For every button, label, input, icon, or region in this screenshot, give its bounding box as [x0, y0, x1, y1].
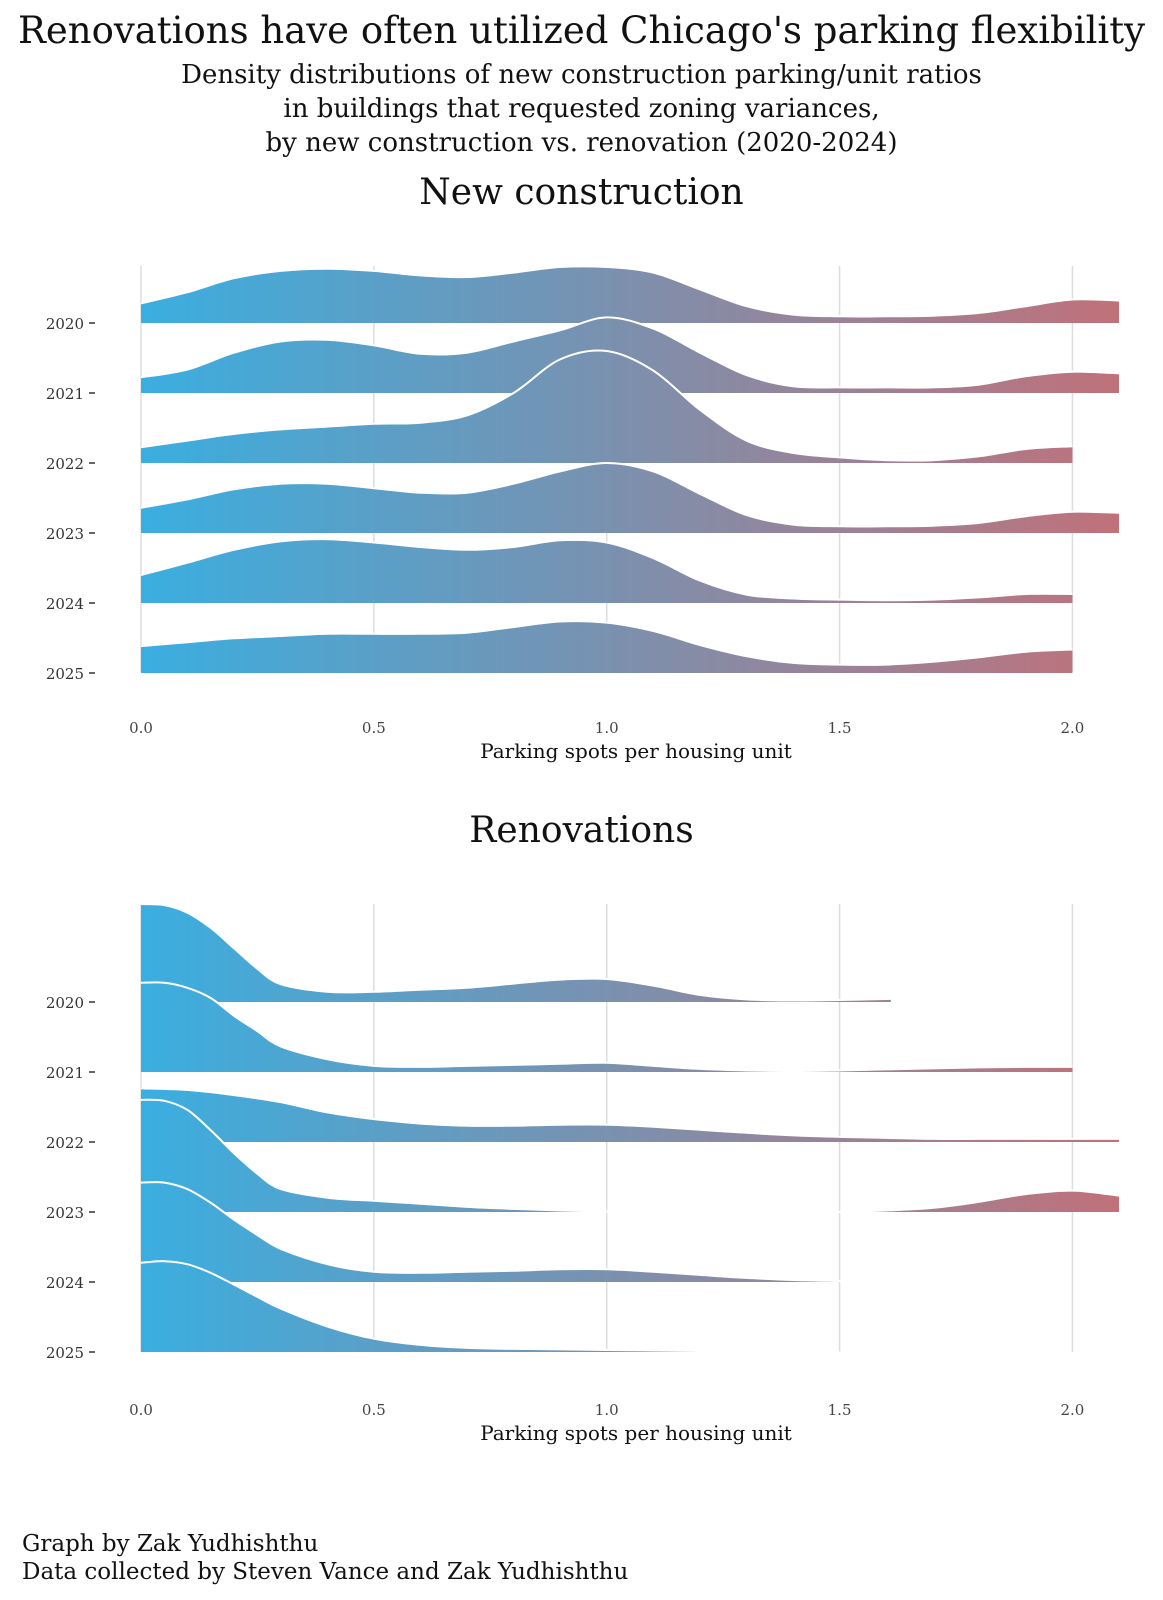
ridge-fill-2023 — [141, 463, 1119, 533]
ridge-outline-2022 — [140, 349, 1073, 462]
x-tick-label-1.0: 1.0 — [595, 719, 619, 737]
y-tick-label-2022: 2022 — [46, 1134, 84, 1152]
ridge-2021 — [140, 316, 1120, 393]
ridge-2025 — [140, 1260, 840, 1353]
x-tick-label-0.0: 0.0 — [129, 719, 153, 737]
ridge-2022 — [140, 1087, 1119, 1142]
x-axis-label: Parking spots per housing unit — [480, 1421, 792, 1445]
ridge-outline-2023 — [140, 1098, 1120, 1214]
subtitle-line-1: Density distributions of new constructio… — [181, 60, 982, 90]
x-tick-label-0.5: 0.5 — [362, 1401, 386, 1419]
ridge-2023 — [140, 1098, 1120, 1214]
chart-subtitle: Density distributions of new constructio… — [0, 58, 1163, 160]
ridge-outline-2021 — [140, 316, 1120, 389]
y-tick-label-2020: 2020 — [46, 994, 84, 1012]
y-tick-label-2022: 2022 — [46, 455, 84, 473]
ridge-outline-2020 — [140, 903, 891, 1002]
ridge-outline-2024 — [140, 1181, 919, 1283]
ridge-2023 — [140, 461, 1120, 533]
ridge-fill-2024 — [141, 539, 1073, 603]
ridge-2020 — [140, 903, 891, 1002]
x-tick-label-0.5: 0.5 — [362, 719, 386, 737]
ridge-fill-2024 — [141, 1182, 919, 1282]
x-tick-label-1.5: 1.5 — [828, 719, 852, 737]
ridge-outline-2022 — [140, 1087, 1119, 1140]
chart-title: Renovations have often utilized Chicago'… — [17, 9, 1146, 52]
y-tick-label-2025: 2025 — [46, 665, 84, 683]
ridge-2024 — [140, 538, 1073, 603]
ridge-2020 — [140, 265, 1120, 323]
panel-title-renovations: Renovations — [469, 810, 694, 851]
x-tick-label-2.0: 2.0 — [1060, 1401, 1084, 1419]
y-tick-label-2021: 2021 — [46, 1064, 84, 1082]
panel-title-new-construction: New construction — [419, 172, 744, 213]
caption-data-source: Data collected by Steven Vance and Zak Y… — [22, 1559, 629, 1585]
x-tick-label-1.0: 1.0 — [595, 1401, 619, 1419]
renovations-ridgeline-chart: 0.0 0.5 1.0 1.5 2.0 Parking spots per housing… — [46, 903, 1120, 1445]
ridge-fill-2023 — [141, 1099, 1119, 1213]
subtitle-line-2: in buildings that requested zoning varia… — [283, 94, 880, 124]
ridge-outline-2025 — [140, 1260, 840, 1353]
ridge-2025 — [140, 620, 1073, 673]
y-tick-label-2025: 2025 — [46, 1344, 84, 1362]
ridge-outline-2025 — [140, 620, 1073, 666]
ridge-fill-2025 — [141, 1261, 840, 1352]
y-tick-label-2024: 2024 — [46, 1274, 84, 1292]
y-tick-label-2020: 2020 — [46, 315, 84, 333]
y-tick-label-2023: 2023 — [46, 1204, 84, 1222]
new-construction-ridgeline-chart: 0.0 0.5 1.0 1.5 2.0 Parking spots per housing… — [46, 265, 1120, 763]
ridge-fill-2021 — [141, 317, 1119, 393]
y-tick-label-2023: 2023 — [46, 525, 84, 543]
ridge-fill-2022 — [141, 1088, 1119, 1142]
ridge-2022 — [140, 349, 1073, 463]
x-tick-label-1.5: 1.5 — [828, 1401, 852, 1419]
ridge-fill-2020 — [141, 266, 1119, 323]
caption-author: Graph by Zak Yudhishthu — [22, 1531, 319, 1557]
x-tick-label-2.0: 2.0 — [1060, 719, 1084, 737]
x-tick-label-0.0: 0.0 — [129, 1401, 153, 1419]
ridge-2021 — [140, 981, 1073, 1073]
ridge-outline-2020 — [140, 265, 1120, 318]
caption: Graph by Zak Yudhishthu Data collected b… — [22, 1530, 628, 1586]
ridge-2024 — [140, 1181, 919, 1283]
ridge-outline-2023 — [140, 461, 1120, 528]
y-tick-label-2021: 2021 — [46, 385, 84, 403]
x-axis-label: Parking spots per housing unit — [480, 739, 792, 763]
ridge-fill-2021 — [141, 982, 1073, 1072]
ridge-fill-2020 — [141, 904, 891, 1002]
ridge-fill-2022 — [141, 350, 1073, 463]
subtitle-line-3: by new construction vs. renovation (2020… — [265, 128, 898, 158]
y-tick-label-2024: 2024 — [46, 595, 84, 613]
ridge-fill-2025 — [141, 621, 1073, 673]
ridge-outline-2024 — [140, 538, 1073, 602]
ridge-outline-2021 — [140, 981, 1073, 1073]
